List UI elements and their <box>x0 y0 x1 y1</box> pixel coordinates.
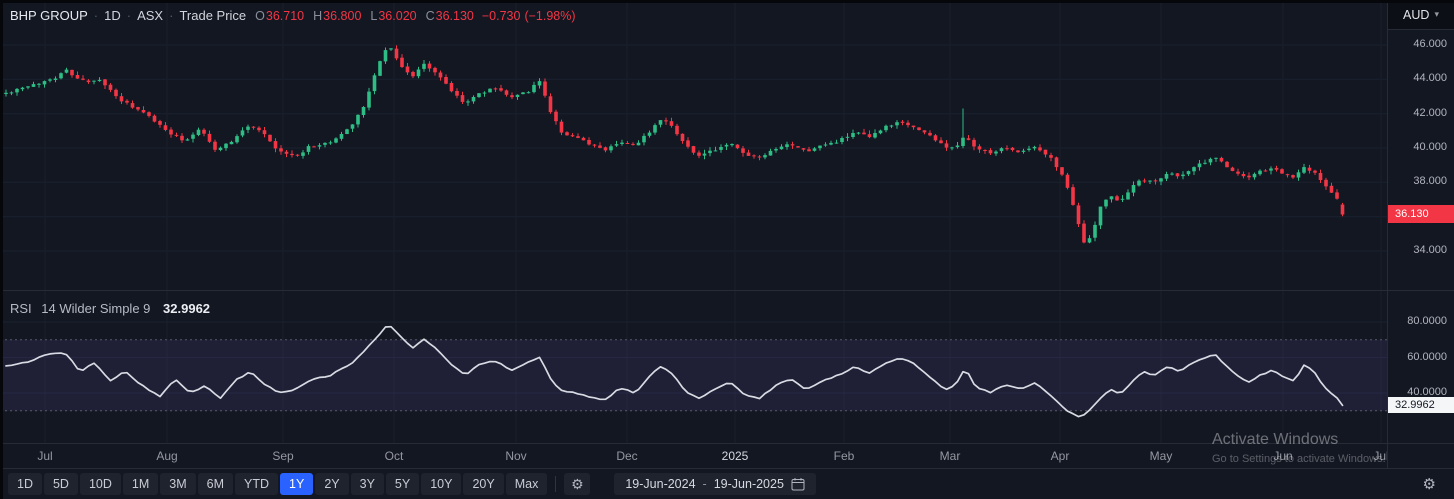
rsi-params: 14 Wilder Simple 9 <box>41 301 151 316</box>
price-tick-label: 46.000 <box>1413 38 1447 50</box>
time-axis-label: May <box>1149 449 1173 463</box>
time-axis-label: 2025 <box>721 449 749 463</box>
exchange-label: ASX <box>137 8 164 23</box>
series-type-label: Trade Price <box>179 8 247 23</box>
date-to[interactable]: 19-Jun-2025 <box>713 477 784 491</box>
date-from[interactable]: 19-Jun-2024 <box>625 477 696 491</box>
rsi-pane[interactable] <box>0 291 1388 444</box>
range-button-5y[interactable]: 5Y <box>385 473 420 495</box>
window-edge-top <box>0 0 1454 3</box>
price-tick-label: 44.000 <box>1413 72 1447 85</box>
range-buttons: 1D 5D 10D 1M 3M 6M YTD 1Y 2Y 3Y 5Y 10Y 20Y Max <box>8 473 548 495</box>
time-axis-label: Jul <box>1373 449 1389 463</box>
interval-label[interactable]: 1D <box>104 8 121 23</box>
range-button-3y[interactable]: 3Y <box>350 473 384 495</box>
calendar-icon[interactable] <box>791 477 805 491</box>
range-button-6m[interactable]: 6M <box>197 473 234 495</box>
symbol-legend: BHP GROUP · 1D · ASX · Trade Price O36.7… <box>10 8 576 23</box>
time-axis-label: Aug <box>156 449 178 463</box>
last-price-label: 36.130 <box>1388 205 1454 224</box>
price-tick-label: 34.000 <box>1413 244 1447 256</box>
range-button-max[interactable]: Max <box>505 473 548 495</box>
rsi-value-label: 32.9962 <box>1388 397 1454 414</box>
currency-selector[interactable]: AUD ▾ <box>1388 0 1454 30</box>
price-pane[interactable] <box>0 0 1388 291</box>
rsi-tick-label: 80.0000 <box>1407 315 1447 327</box>
price-tick-label: 38.000 <box>1413 175 1447 188</box>
ohlc-value: 36.800 <box>323 9 362 23</box>
rsi-tick-label: 40.0000 <box>1407 386 1447 398</box>
ohlc-letter: L <box>370 9 378 23</box>
time-axis-label: Nov <box>505 449 527 463</box>
ohlc-letter: O <box>255 9 265 23</box>
axis-separator <box>0 443 1454 444</box>
time-axis-label: Jun <box>1273 449 1293 463</box>
range-button-10d[interactable]: 10D <box>79 473 121 495</box>
date-range-picker[interactable]: 19-Jun-2024 - 19-Jun-2025 <box>614 473 816 495</box>
price-scale[interactable]: AUD ▾ 36.130 32.9962 46.000 44.000 42.000 4… <box>1387 0 1454 468</box>
time-axis-label: Feb <box>833 449 855 463</box>
currency-label: AUD <box>1403 7 1430 22</box>
range-button-10y[interactable]: 10Y <box>421 473 462 495</box>
time-axis-label: Mar <box>939 449 961 463</box>
ohlc-values: O36.710 H36.800 L36.020 C36.130 <box>246 8 474 23</box>
ohlc-value: 36.710 <box>265 9 305 23</box>
range-button-5d[interactable]: 5D <box>43 473 78 495</box>
ohlc-letter: H <box>313 9 323 23</box>
price-tick-label: 42.000 <box>1413 106 1447 119</box>
window-edge-left <box>0 0 3 499</box>
range-button-3m[interactable]: 3M <box>160 473 196 495</box>
chevron-down-icon: ▾ <box>1434 9 1439 19</box>
time-axis-label: Oct <box>384 449 404 463</box>
price-change: −0.730 <box>481 9 521 23</box>
rsi-title[interactable]: RSI <box>10 301 32 316</box>
range-button-1m[interactable]: 1M <box>122 473 159 495</box>
range-button-1d[interactable]: 1D <box>8 473 42 495</box>
ohlc-letter: C <box>425 9 435 23</box>
price-tick-label: 40.000 <box>1413 141 1447 153</box>
ohlc-value: 36.020 <box>378 9 417 23</box>
rsi-legend: RSI 14 Wilder Simple 9 32.9962 <box>10 301 210 316</box>
time-axis[interactable]: Jul Aug Sep Oct Nov Dec 2025 Feb Mar Apr May Jun Jul <box>0 444 1389 468</box>
toolbar-divider <box>555 476 557 492</box>
rsi-tick-label: 60.0000 <box>1407 350 1447 363</box>
range-button-20y[interactable]: 20Y <box>463 473 504 495</box>
ohlc-value: 36.130 <box>435 9 474 23</box>
axis-settings-gear-icon[interactable]: ⚙ <box>1422 476 1436 493</box>
price-change-pct: (−1.98%) <box>524 9 576 23</box>
symbol-name[interactable]: BHP GROUP <box>10 8 88 23</box>
range-button-ytd[interactable]: YTD <box>235 473 279 495</box>
time-axis-label: Jul <box>37 449 53 463</box>
time-axis-label: Dec <box>616 449 638 463</box>
range-button-1y[interactable]: 1Y <box>280 473 314 495</box>
bottom-toolbar: 1D 5D 10D 1M 3M 6M YTD 1Y 2Y 3Y 5Y 10Y 20Y Max ⚙ 19-J… <box>0 468 1454 499</box>
chart-settings-gear-icon[interactable]: ⚙ <box>564 473 591 495</box>
pane-separator[interactable] <box>0 290 1454 291</box>
time-axis-label: Apr <box>1050 449 1070 463</box>
time-axis-label: Sep <box>272 449 294 463</box>
rsi-current-value: 32.9962 <box>163 301 211 316</box>
range-button-2y[interactable]: 2Y <box>315 473 349 495</box>
